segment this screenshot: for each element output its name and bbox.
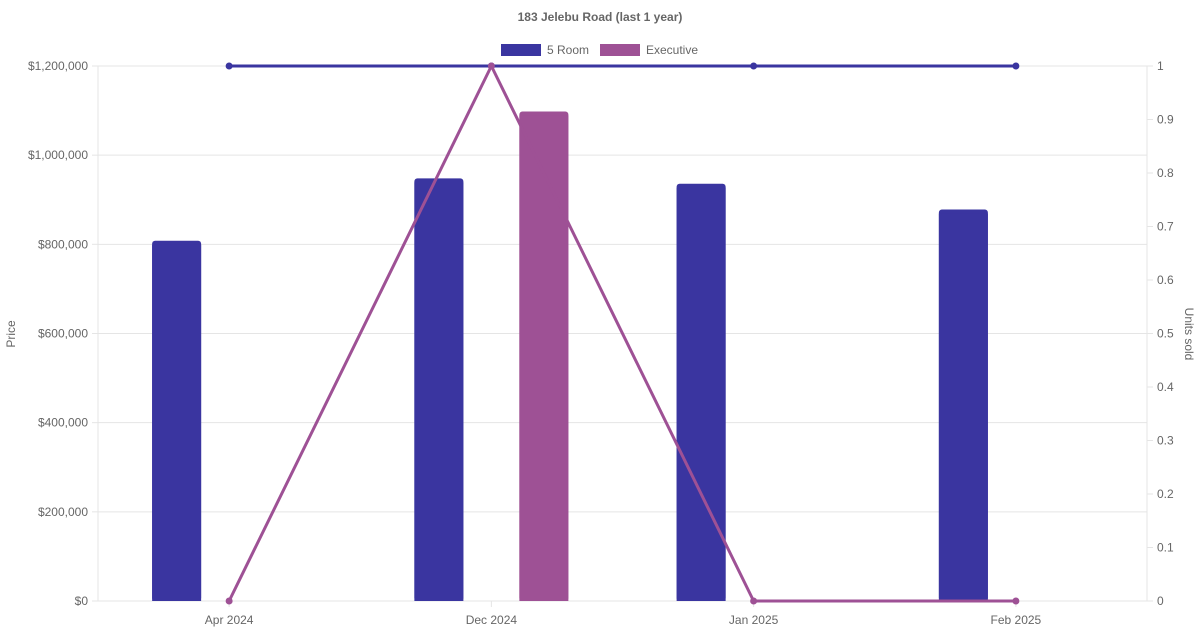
y-right-tick-label: 0.1: [1157, 541, 1174, 555]
y-left-tick-label: $600,000: [38, 327, 88, 341]
y-right-tick-label: 0.3: [1157, 434, 1174, 448]
bar-base: [938, 213, 988, 601]
legend-swatch: [600, 44, 640, 56]
line-point: [750, 597, 758, 605]
y-axis-right-label: Units sold: [1182, 308, 1196, 361]
y-right-tick-label: 0.6: [1157, 273, 1174, 287]
legend-label: 5 Room: [547, 43, 589, 57]
bar-base: [152, 244, 202, 601]
y-left-tick-label: $200,000: [38, 505, 88, 519]
line-point: [487, 62, 495, 70]
line-point: [750, 62, 758, 70]
y-right-tick-label: 0.9: [1157, 113, 1174, 127]
chart-title: 183 Jelebu Road (last 1 year): [518, 10, 683, 24]
y-right-tick-label: 0: [1157, 594, 1164, 608]
y-left-tick-label: $1,000,000: [28, 148, 88, 162]
tick-labels: $0 $200,000 $400,000 $600,000 $800,000 $1,000…: [28, 59, 1174, 627]
bar-base: [414, 182, 464, 601]
y-right-tick-label: 0.4: [1157, 380, 1174, 394]
y-left-tick-label: $800,000: [38, 237, 88, 251]
y-right-tick-label: 0.5: [1157, 327, 1174, 341]
bars-group: [152, 111, 988, 601]
y-right-tick-label: 0.2: [1157, 487, 1174, 501]
line-point: [225, 62, 233, 70]
lines-group: [225, 62, 1020, 605]
y-right-tick-label: 1: [1157, 59, 1164, 73]
y-left-tick-label: $0: [75, 594, 89, 608]
y-left-tick-label: $1,200,000: [28, 59, 88, 73]
x-tick-label: Feb 2025: [991, 613, 1042, 627]
legend-label: Executive: [646, 43, 698, 57]
chart-legend: 5 Room Executive: [501, 43, 698, 57]
bar-base: [676, 187, 726, 601]
series-line: [227, 64, 1016, 603]
line-point: [1012, 597, 1020, 605]
x-tick-label: Apr 2024: [205, 613, 254, 627]
bar-base: [519, 115, 569, 601]
y-right-tick-label: 0.7: [1157, 220, 1174, 234]
legend-swatch: [501, 44, 541, 56]
x-tick-label: Dec 2024: [466, 613, 518, 627]
line-point: [225, 597, 233, 605]
y-left-tick-label: $400,000: [38, 416, 88, 430]
y-axis-left-label: Price: [4, 320, 18, 348]
y-right-tick-label: 0.8: [1157, 166, 1174, 180]
x-tick-label: Jan 2025: [729, 613, 779, 627]
line-point: [1012, 62, 1020, 70]
